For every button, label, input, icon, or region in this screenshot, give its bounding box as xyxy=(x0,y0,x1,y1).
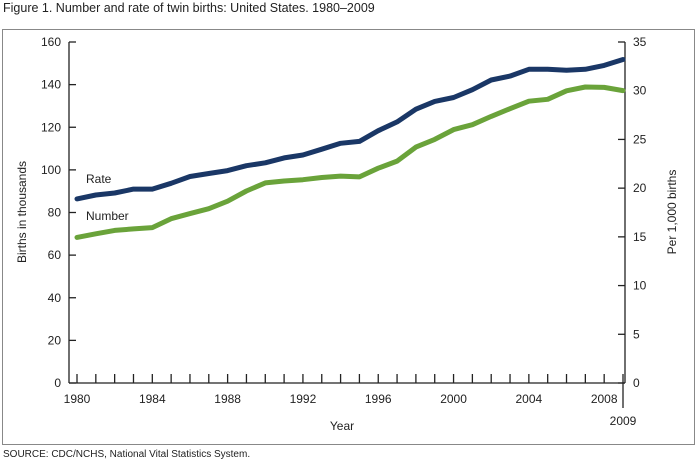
y-tick-label: 100 xyxy=(41,163,61,177)
y-axis-label: Births in thousands xyxy=(15,161,29,263)
y2-tick-label: 5 xyxy=(633,327,640,341)
chart-frame xyxy=(2,29,695,445)
x-tick-label: 2008 xyxy=(591,392,618,406)
y-tick-label: 60 xyxy=(48,248,62,262)
x-tick-label: 1984 xyxy=(139,392,166,406)
y-tick-label: 80 xyxy=(48,206,62,220)
y-tick-label: 140 xyxy=(41,78,61,92)
x-tick-label: 1992 xyxy=(290,392,317,406)
source-note: SOURCE: CDC/NCHS, National Vital Statist… xyxy=(3,449,251,460)
y-tick-label: 120 xyxy=(41,120,61,134)
series-label-rate: Rate xyxy=(86,172,112,186)
x-tick-label: 1988 xyxy=(214,392,241,406)
y2-tick-label: 20 xyxy=(633,181,647,195)
y-tick-label: 20 xyxy=(48,333,62,347)
x-axis-label: Year xyxy=(330,419,354,433)
chart-title: Figure 1. Number and rate of twin births… xyxy=(3,1,375,15)
y2-tick-label: 25 xyxy=(633,132,647,146)
y-tick-label: 160 xyxy=(41,35,61,49)
x-tick-label: 2004 xyxy=(516,392,543,406)
y2-tick-label: 10 xyxy=(633,279,647,293)
y2-tick-label: 15 xyxy=(633,230,647,244)
y2-tick-label: 30 xyxy=(633,84,647,98)
x-tick-label: 1996 xyxy=(365,392,392,406)
y-tick-label: 0 xyxy=(54,376,61,390)
y2-tick-label: 35 xyxy=(633,35,647,49)
x-tick-label: 1980 xyxy=(64,392,91,406)
series-label-number: Number xyxy=(86,209,129,223)
y2-axis-label: Per 1,000 births xyxy=(665,170,679,255)
series-line-rate xyxy=(74,57,626,202)
x-tick-label: 2000 xyxy=(440,392,467,406)
x-tick-label: 2009 xyxy=(610,414,637,428)
y2-tick-label: 0 xyxy=(633,376,640,390)
y-tick-label: 40 xyxy=(48,291,62,305)
series-line-number xyxy=(74,84,626,240)
